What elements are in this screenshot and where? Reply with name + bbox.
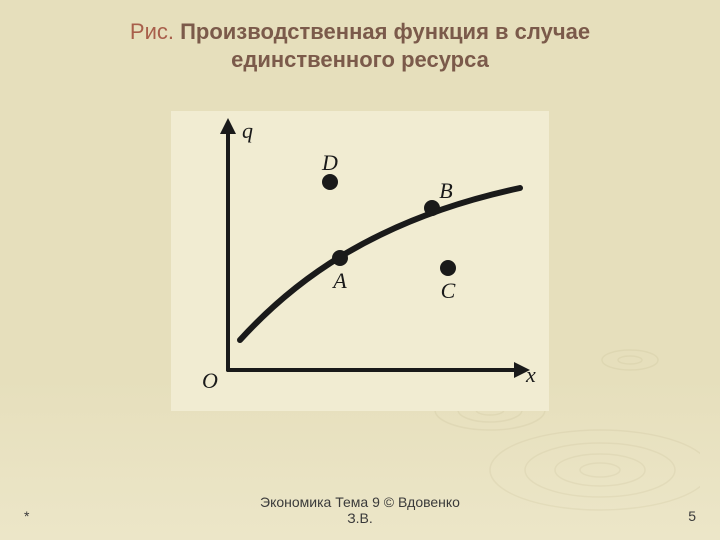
footer-line1: Экономика Тема 9 © Вдовенко bbox=[260, 494, 460, 510]
y-axis-label: q bbox=[242, 118, 253, 143]
title-main-line2: единственного ресурса bbox=[231, 47, 489, 72]
point-d bbox=[322, 174, 338, 190]
production-function-chart: A B C D q x O bbox=[170, 110, 550, 420]
footer-center: Экономика Тема 9 © Вдовенко З.В. bbox=[0, 494, 720, 526]
point-label-a: A bbox=[331, 268, 347, 293]
title-prefix: Рис. bbox=[130, 19, 180, 44]
x-axis-label: x bbox=[525, 362, 536, 387]
title-main-line1: Производственная функция в случае bbox=[180, 19, 590, 44]
footer-line2: З.В. bbox=[347, 510, 373, 526]
diagram-panel: A B C D q x O bbox=[170, 110, 550, 420]
slide-number: 5 bbox=[688, 508, 696, 524]
point-label-d: D bbox=[321, 150, 338, 175]
point-label-c: C bbox=[441, 278, 456, 303]
point-a bbox=[332, 250, 348, 266]
point-label-b: B bbox=[439, 178, 452, 203]
point-b bbox=[424, 200, 440, 216]
origin-label: O bbox=[202, 368, 218, 393]
point-c bbox=[440, 260, 456, 276]
slide-title: Рис. Производственная функция в случае е… bbox=[0, 18, 720, 73]
slide: Рис. Производственная функция в случае е… bbox=[0, 0, 720, 540]
